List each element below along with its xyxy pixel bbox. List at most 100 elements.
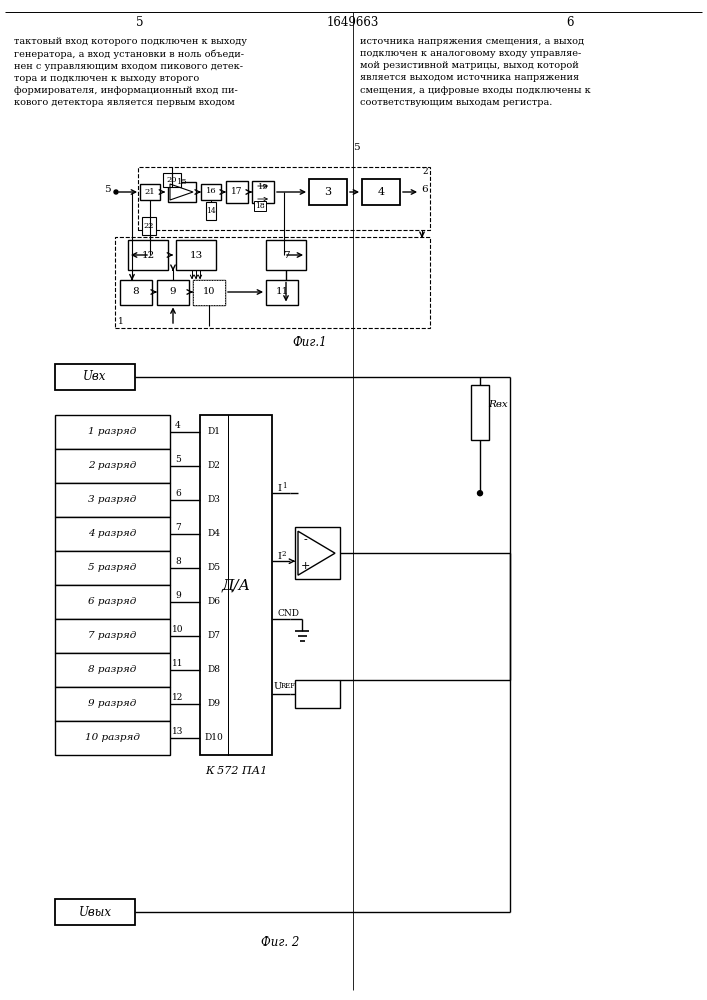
Text: 6: 6 [175,489,181,498]
Text: тактовый вход которого подключен к выходу
генератора, а вход установки в ноль об: тактовый вход которого подключен к выход… [14,37,247,107]
Bar [193,279,225,304]
Bar [295,527,340,579]
Bar [362,179,400,205]
Text: 2: 2 [282,550,286,558]
Text: Rвх: Rвх [488,400,508,409]
Bar [266,279,298,304]
Text: 11: 11 [173,660,184,668]
Text: 13: 13 [173,728,184,736]
Text: D6: D6 [207,597,221,606]
Text: 6: 6 [421,186,428,194]
Text: 8: 8 [175,558,181,566]
Text: 18: 18 [255,202,265,210]
Text: -: - [303,535,307,545]
Text: 5: 5 [136,15,144,28]
Text: К 572 ПА1: К 572 ПА1 [205,766,267,776]
Circle shape [114,190,118,194]
Bar [140,184,160,200]
Bar [157,279,189,304]
Text: I: I [277,484,281,493]
Text: I: I [277,552,281,561]
Text: 16: 16 [206,187,216,195]
Text: 20: 20 [167,176,177,184]
Bar [471,385,489,440]
Text: U: U [274,682,282,691]
Text: 5: 5 [353,143,359,152]
Text: Фиг. 2: Фиг. 2 [261,936,299,948]
Text: 4: 4 [378,187,385,197]
Text: 5 разряд: 5 разряд [88,564,136,572]
Bar [55,517,170,551]
Bar [55,585,170,619]
Bar [295,680,340,708]
Bar [254,201,266,211]
Bar [200,415,272,755]
Text: 3 разряд: 3 разряд [88,495,136,504]
Text: 7: 7 [283,250,289,259]
Text: 19: 19 [257,183,269,191]
Bar [176,240,216,270]
Bar [55,619,170,653]
Text: 12: 12 [141,250,155,259]
Bar [55,653,170,687]
Bar [55,483,170,517]
Bar [55,364,135,390]
Text: 9 разряд: 9 разряд [88,700,136,708]
Text: 1 разряд: 1 разряд [88,428,136,436]
Text: 6: 6 [566,15,574,28]
Bar [55,899,135,925]
Text: 1: 1 [118,318,124,326]
Text: 10 разряд: 10 разряд [85,734,140,742]
Text: 1649663: 1649663 [327,15,379,28]
Text: D10: D10 [204,734,223,742]
Text: 5: 5 [104,186,110,194]
Text: 7 разряд: 7 разряд [88,632,136,641]
Text: 17: 17 [231,188,243,196]
Bar [138,167,430,230]
Text: 8: 8 [133,288,139,296]
Bar [55,687,170,721]
Text: D1: D1 [207,428,221,436]
Text: 9: 9 [175,591,181,600]
Bar [163,173,181,187]
Text: 2 разряд: 2 разряд [88,462,136,471]
Text: источника напряжения смещения, а выход
подключен к аналоговому входу управляе-
м: источника напряжения смещения, а выход п… [360,37,591,107]
Bar [206,202,216,220]
Text: Д/А: Д/А [221,578,250,592]
Circle shape [477,491,482,496]
Text: 1: 1 [282,482,286,490]
Text: D8: D8 [207,666,221,674]
Text: Uвх: Uвх [83,370,107,383]
Text: REF: REF [281,682,296,690]
Text: D4: D4 [207,530,221,538]
Text: 4 разряд: 4 разряд [88,530,136,538]
Text: 21: 21 [145,188,156,196]
Bar [142,217,156,235]
Text: 5: 5 [175,456,181,464]
Text: CND: CND [277,609,299,618]
Text: 10: 10 [203,288,215,296]
Text: 2: 2 [422,167,428,176]
Text: D3: D3 [208,495,221,504]
Bar [128,240,168,270]
Bar [55,449,170,483]
Text: D2: D2 [208,462,221,471]
Bar [266,240,306,270]
Text: 13: 13 [189,250,203,259]
Bar [226,181,248,203]
Text: +: + [300,561,310,571]
Text: 14: 14 [206,207,216,215]
Bar [55,721,170,755]
Text: 8 разряд: 8 разряд [88,666,136,674]
Text: 4: 4 [175,422,181,430]
Text: 10: 10 [173,626,184,635]
Bar [55,415,170,449]
Text: 6 разряд: 6 разряд [88,597,136,606]
Text: 7: 7 [175,524,181,532]
Text: Uвых: Uвых [78,906,112,918]
Bar [193,279,225,304]
Bar [120,279,152,304]
Text: 3: 3 [325,187,332,197]
Bar [252,181,274,203]
Text: 12: 12 [173,694,184,702]
